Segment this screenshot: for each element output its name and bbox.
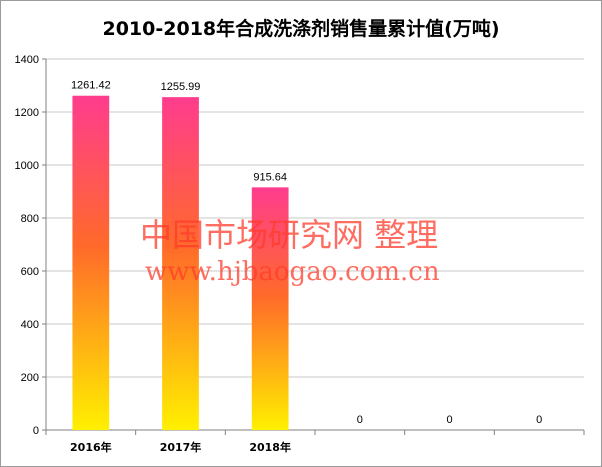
y-tick-label: 0 bbox=[33, 425, 39, 437]
data-label: 915.64 bbox=[253, 171, 287, 183]
x-tick-label: 2016年 bbox=[70, 440, 112, 454]
y-tick-label: 1000 bbox=[15, 160, 39, 172]
bar-3 bbox=[251, 187, 289, 430]
watermark-line1: 中国市场研究网 整理 bbox=[140, 216, 438, 254]
y-tick-label: 400 bbox=[21, 319, 39, 331]
watermark-line2: www.hjbaogao.com.cn bbox=[145, 257, 440, 287]
x-tick-label: 2017年 bbox=[160, 440, 202, 454]
data-label: 0 bbox=[536, 414, 542, 426]
data-label: 1255.99 bbox=[161, 81, 201, 93]
bar-2 bbox=[162, 97, 199, 430]
bar-1 bbox=[72, 95, 110, 431]
y-tick-label: 1200 bbox=[15, 107, 39, 119]
y-tick-label: 600 bbox=[21, 266, 39, 278]
chart-title: 2010-2018年合成洗涤剂销售量累计值(万吨) bbox=[102, 18, 500, 40]
data-label: 1261.42 bbox=[71, 80, 111, 92]
x-tick-label: 2018年 bbox=[249, 440, 291, 454]
y-tick-label: 800 bbox=[21, 213, 39, 225]
watermark: 中国市场研究网 整理 www.hjbaogao.com.cn bbox=[140, 216, 440, 287]
y-tick-label: 200 bbox=[21, 372, 39, 384]
data-label: 0 bbox=[446, 414, 452, 426]
data-label: 0 bbox=[357, 414, 363, 426]
y-tick-label: 1400 bbox=[15, 54, 39, 66]
